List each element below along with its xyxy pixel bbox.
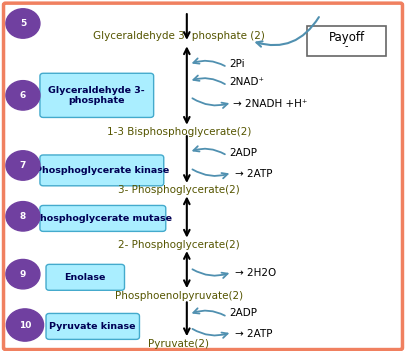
Circle shape (6, 309, 43, 341)
Circle shape (6, 81, 40, 110)
Text: Glyceraldehyde 3- phosphate (2): Glyceraldehyde 3- phosphate (2) (93, 31, 264, 42)
Text: 1-3 Bisphosphoglycerate(2): 1-3 Bisphosphoglycerate(2) (106, 127, 250, 137)
Circle shape (6, 9, 40, 38)
Text: -: - (344, 42, 347, 51)
Text: → 2NADH +H⁺: → 2NADH +H⁺ (233, 99, 307, 109)
Text: Enolase: Enolase (64, 273, 106, 282)
Text: 8: 8 (20, 212, 26, 221)
Text: 9: 9 (20, 270, 26, 279)
Text: 10: 10 (19, 321, 31, 329)
Text: 3- Phosphoglycerate(2): 3- Phosphoglycerate(2) (117, 185, 239, 195)
Text: Phosphoglycerate kinase: Phosphoglycerate kinase (35, 166, 168, 175)
Text: Pyruvate(2): Pyruvate(2) (148, 339, 209, 348)
Text: 2NAD⁺: 2NAD⁺ (229, 77, 264, 87)
Text: Payoff: Payoff (328, 31, 364, 44)
FancyBboxPatch shape (40, 155, 163, 186)
Text: → 2H2O: → 2H2O (234, 269, 275, 278)
Text: Pyruvate kinase: Pyruvate kinase (49, 322, 136, 331)
FancyBboxPatch shape (40, 206, 165, 231)
FancyBboxPatch shape (40, 73, 153, 118)
Text: Glyceraldehyde 3-
phosphate: Glyceraldehyde 3- phosphate (48, 86, 145, 105)
Circle shape (6, 202, 40, 231)
Circle shape (6, 151, 40, 180)
Circle shape (6, 259, 40, 289)
FancyBboxPatch shape (4, 3, 401, 350)
Text: 7: 7 (20, 161, 26, 170)
Text: 6: 6 (20, 91, 26, 100)
Text: 2Pi: 2Pi (229, 59, 244, 69)
Text: → 2ATP: → 2ATP (234, 329, 271, 339)
Text: 5: 5 (20, 19, 26, 28)
FancyBboxPatch shape (46, 313, 139, 339)
FancyBboxPatch shape (46, 264, 124, 290)
Text: Phosphoenolpyruvate(2): Phosphoenolpyruvate(2) (114, 291, 242, 301)
Text: 2ADP: 2ADP (229, 308, 257, 319)
Text: Phosphoglycerate mutase: Phosphoglycerate mutase (33, 214, 172, 223)
Text: 2ADP: 2ADP (229, 147, 257, 157)
Text: → 2ATP: → 2ATP (234, 169, 271, 179)
FancyBboxPatch shape (306, 26, 385, 56)
Text: 2- Phosphoglycerate(2): 2- Phosphoglycerate(2) (117, 240, 239, 250)
